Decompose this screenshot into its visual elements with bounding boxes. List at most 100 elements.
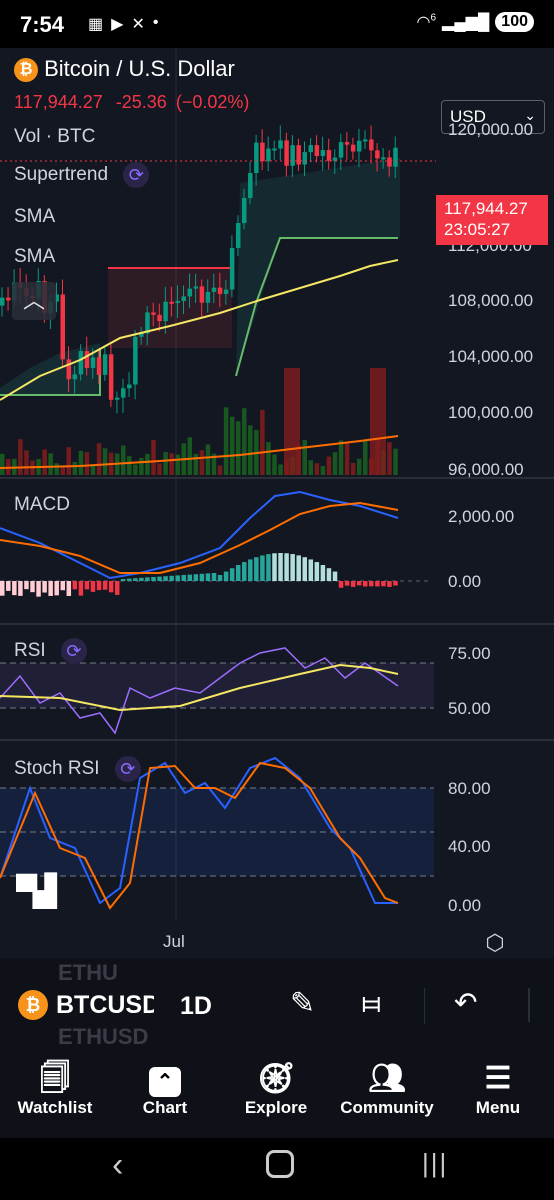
candle[interactable] bbox=[393, 147, 398, 167]
candle[interactable] bbox=[308, 145, 314, 153]
candle[interactable] bbox=[369, 139, 374, 151]
candle[interactable] bbox=[6, 297, 11, 301]
candle[interactable] bbox=[114, 397, 120, 400]
candle[interactable] bbox=[205, 291, 211, 303]
macd-histogram-bar bbox=[12, 581, 17, 596]
macd-histogram-bar bbox=[193, 574, 199, 581]
candle[interactable] bbox=[296, 145, 301, 165]
candle[interactable] bbox=[72, 374, 78, 380]
battery-badge: 100 bbox=[495, 12, 534, 32]
chart-area[interactable]: ₿ Bitcoin / U.S. Dollar 117,944.27 -25.3… bbox=[0, 48, 554, 958]
candle[interactable] bbox=[84, 351, 90, 368]
candle[interactable] bbox=[356, 140, 362, 152]
recents-button[interactable]: ||| bbox=[422, 1148, 448, 1179]
chart-canvas[interactable] bbox=[0, 48, 554, 958]
candle[interactable] bbox=[193, 286, 199, 289]
nav-watchlist[interactable]: 🗐 Watchlist bbox=[0, 1060, 110, 1118]
undo-button[interactable]: ↶ bbox=[454, 986, 477, 1019]
rsi-legend[interactable]: RSI ⟳ bbox=[14, 638, 87, 664]
candle[interactable] bbox=[278, 140, 283, 149]
candle[interactable] bbox=[223, 289, 229, 294]
candle[interactable] bbox=[217, 287, 223, 294]
candle[interactable] bbox=[108, 354, 114, 400]
current-price: 117,944.27 bbox=[14, 92, 103, 112]
candle[interactable] bbox=[187, 288, 193, 297]
symbol-selector[interactable]: ₿ BTCUSD bbox=[18, 990, 154, 1020]
candle[interactable] bbox=[387, 157, 392, 167]
legend-sma-1[interactable]: SMA bbox=[14, 206, 56, 227]
collapse-legend-button[interactable]: ︿ bbox=[12, 282, 56, 320]
candle[interactable] bbox=[127, 384, 132, 389]
candle[interactable] bbox=[314, 145, 320, 157]
candle[interactable] bbox=[66, 359, 72, 380]
candle[interactable] bbox=[242, 198, 247, 223]
candle[interactable] bbox=[151, 312, 156, 315]
chart-settings-button[interactable]: ⬡ bbox=[482, 930, 508, 956]
candle[interactable] bbox=[0, 297, 5, 306]
candle[interactable] bbox=[90, 357, 96, 368]
candle[interactable] bbox=[254, 142, 259, 173]
candle[interactable] bbox=[302, 152, 308, 165]
nav-chart[interactable]: ⌃ Chart bbox=[110, 1060, 220, 1118]
indicators-button[interactable]: ⧦ bbox=[362, 986, 381, 1020]
legend-sma-2[interactable]: SMA bbox=[14, 246, 56, 267]
nav-explore[interactable]: 🧭︎ Explore bbox=[221, 1060, 331, 1118]
candle[interactable] bbox=[199, 286, 205, 303]
candle[interactable] bbox=[229, 248, 235, 290]
legend-volume[interactable]: Vol · BTC bbox=[14, 126, 96, 147]
stoch-rsi-legend[interactable]: Stoch RSI ⟳ bbox=[14, 756, 141, 782]
legend-supertrend[interactable]: Supertrend ⟳ bbox=[14, 162, 150, 188]
macd-histogram-bar bbox=[151, 577, 156, 581]
candle[interactable] bbox=[78, 351, 84, 375]
candle[interactable] bbox=[272, 148, 277, 151]
candle[interactable] bbox=[260, 142, 265, 162]
volume-bar bbox=[242, 408, 247, 475]
candle[interactable] bbox=[350, 144, 356, 152]
candle[interactable] bbox=[284, 140, 289, 166]
candle[interactable] bbox=[145, 312, 150, 334]
macd-histogram-bar bbox=[114, 581, 120, 595]
currency-select[interactable]: USD ⌄ bbox=[441, 100, 545, 134]
candle[interactable] bbox=[248, 173, 253, 198]
candle[interactable] bbox=[381, 157, 386, 160]
candle[interactable] bbox=[102, 354, 108, 375]
candle[interactable] bbox=[211, 287, 217, 292]
home-button[interactable] bbox=[266, 1150, 294, 1178]
candle[interactable] bbox=[326, 150, 332, 161]
symbol-title[interactable]: ₿ Bitcoin / U.S. Dollar bbox=[14, 56, 235, 83]
candle[interactable] bbox=[157, 314, 162, 322]
candle[interactable] bbox=[338, 142, 344, 158]
macd-histogram-bar bbox=[211, 573, 217, 581]
back-button[interactable]: ‹ bbox=[112, 1146, 123, 1185]
candle[interactable] bbox=[375, 150, 380, 159]
macd-histogram-bar bbox=[338, 581, 344, 588]
candles[interactable] bbox=[0, 125, 398, 414]
candle[interactable] bbox=[320, 150, 326, 157]
refresh-icon[interactable]: ⟳ bbox=[123, 162, 150, 188]
candle[interactable] bbox=[139, 333, 144, 337]
candle[interactable] bbox=[121, 388, 126, 398]
candle[interactable] bbox=[235, 223, 241, 248]
nav-menu[interactable]: ☰ Menu bbox=[443, 1060, 553, 1118]
candle[interactable] bbox=[344, 142, 350, 145]
candle[interactable] bbox=[96, 357, 102, 375]
candle[interactable] bbox=[266, 148, 271, 162]
drawing-tool-button[interactable]: ✎ bbox=[290, 986, 315, 1021]
candle[interactable] bbox=[290, 145, 295, 166]
volume-bar bbox=[0, 453, 5, 475]
nav-community[interactable]: 👥︎ Community bbox=[332, 1060, 442, 1118]
candle[interactable] bbox=[163, 301, 168, 322]
candle[interactable] bbox=[133, 336, 138, 385]
price-change: -25.36 bbox=[115, 92, 167, 112]
refresh-icon[interactable]: ⟳ bbox=[114, 756, 141, 782]
candle[interactable] bbox=[54, 294, 59, 302]
macd-legend[interactable]: MACD bbox=[14, 494, 70, 515]
candle[interactable] bbox=[363, 139, 368, 142]
candle[interactable] bbox=[175, 301, 180, 304]
interval-button[interactable]: 1D bbox=[180, 992, 212, 1020]
candle[interactable] bbox=[60, 294, 66, 360]
candle[interactable] bbox=[332, 157, 338, 161]
candle[interactable] bbox=[169, 301, 174, 304]
refresh-icon[interactable]: ⟳ bbox=[60, 638, 87, 664]
candle[interactable] bbox=[181, 296, 187, 302]
